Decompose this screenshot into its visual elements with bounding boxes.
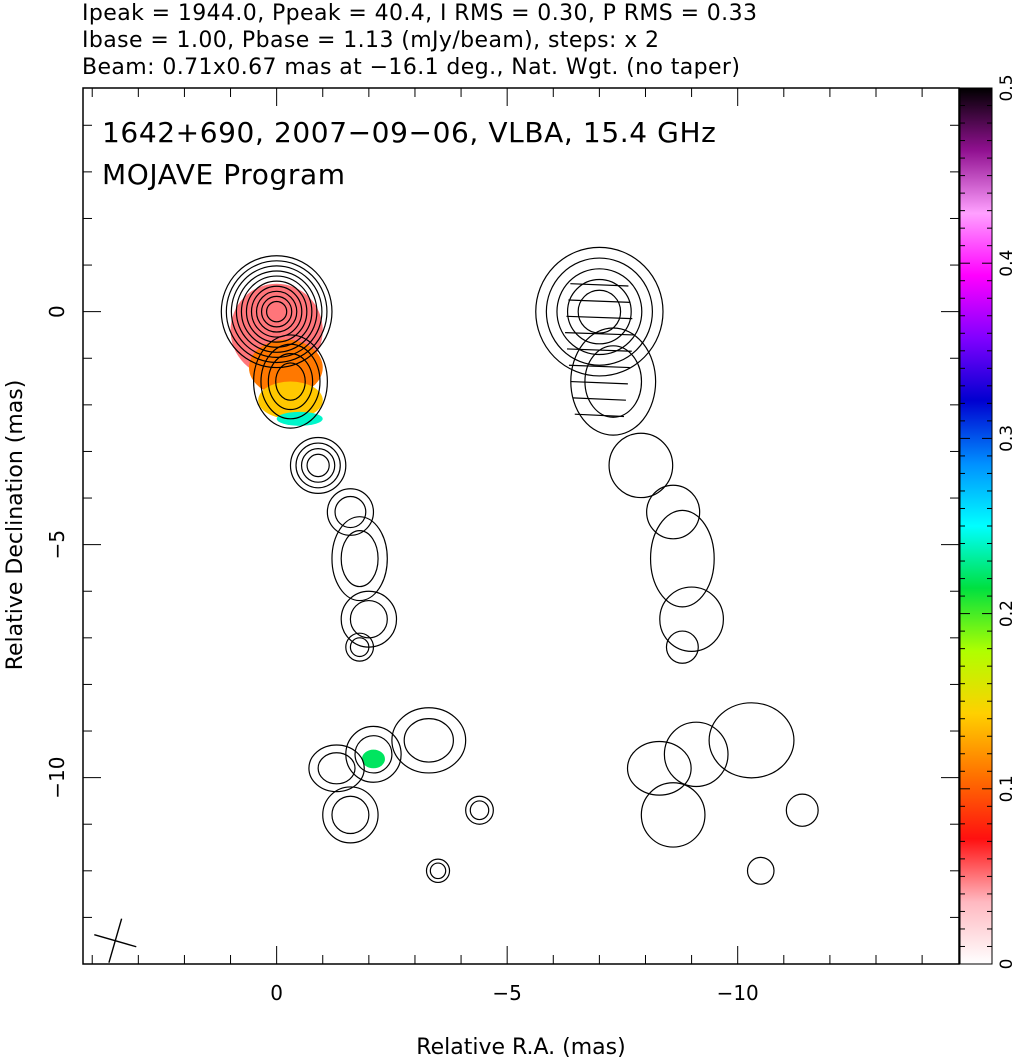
contour-I [425, 858, 451, 884]
contour-I [322, 786, 379, 844]
contour-P [646, 484, 701, 540]
contour-I [340, 590, 398, 648]
colorbar-tick-label: 0.1 [997, 775, 1017, 802]
contour-P [584, 345, 643, 418]
contour-P [785, 793, 819, 827]
contour-I [250, 285, 303, 338]
evpa-vector [570, 283, 629, 287]
header-line-1: Ipeak = 1944.0, Ppeak = 40.4, I RMS = 0.… [82, 1, 757, 26]
contour-I [267, 352, 314, 411]
contour-I [317, 752, 356, 785]
contour-I [349, 637, 370, 658]
contour-I [275, 362, 306, 401]
contour-I [235, 270, 318, 353]
contour-I [354, 735, 393, 774]
contour-P [570, 327, 657, 436]
contour-P [649, 509, 715, 608]
contour-P [665, 630, 699, 664]
contour-I [340, 530, 379, 588]
chart-subtitle: MOJAVE Program [102, 158, 346, 191]
header-line-2: Ibase = 1.00, Pbase = 1.13 (mJy/beam), s… [82, 28, 659, 53]
contour-P [626, 740, 692, 796]
contour-P [663, 721, 729, 788]
contour-I [245, 280, 308, 343]
contour-P [708, 702, 795, 779]
plot-frame [82, 87, 960, 965]
frac-pol-patch [361, 749, 385, 769]
contour-I [260, 295, 293, 328]
axis-ticks: 0 −5 −10 0 −5 −10 [45, 88, 959, 1005]
evpa-vector [568, 364, 630, 369]
x-tick-label: −10 [717, 981, 759, 1005]
contour-P [556, 268, 643, 356]
contour-I [334, 495, 367, 529]
contour-P [640, 782, 706, 848]
contour-I [469, 800, 490, 821]
colorbar-tick-label: 0.2 [997, 600, 1017, 627]
contour-I [331, 516, 388, 602]
contour-I [289, 436, 347, 494]
contour-P [545, 257, 654, 366]
contour-I [403, 717, 454, 763]
contour-I [240, 275, 313, 348]
contour-P [535, 246, 664, 377]
evpa-vector [570, 380, 628, 385]
contour-I [265, 300, 288, 323]
contour-I [331, 795, 370, 835]
header-line-3: Beam: 0.71x0.67 mas at −16.1 deg., Nat. … [82, 55, 740, 80]
y-tick-label: 0 [45, 305, 69, 318]
contour-I [326, 488, 375, 536]
contour-I [306, 453, 330, 478]
contour-P [566, 278, 632, 345]
contour-I [349, 599, 388, 639]
contour-I [308, 744, 365, 793]
map-layer [94, 246, 819, 963]
colorbar-tick-label: 0.4 [997, 250, 1017, 277]
colorbar-tick-label: 0 [997, 959, 1017, 970]
evpa-vector [568, 299, 631, 303]
contour-I [225, 260, 328, 364]
contour-I [255, 290, 298, 333]
chart-title: 1642+690, 2007−09−06, VLBA, 15.4 GHz [102, 116, 716, 149]
colorbar-tick-label: 0.3 [997, 425, 1017, 452]
evpa-vector [565, 332, 634, 336]
x-tick-label: −5 [492, 981, 521, 1005]
contour-I [220, 255, 333, 369]
frac-pol-patch [276, 411, 323, 426]
y-axis-label: Relative Declination (mas) [3, 380, 28, 671]
contour-I [230, 265, 323, 359]
contour-I [429, 862, 447, 880]
evpa-vector [566, 315, 633, 320]
y-tick-label: −10 [45, 757, 69, 799]
x-tick-label: 0 [270, 981, 283, 1005]
evpa-vector [566, 348, 632, 352]
contour-I [260, 343, 321, 420]
colorbar-tick-label: 0.5 [997, 74, 1017, 101]
contour-I [300, 448, 336, 483]
contour-P [746, 856, 775, 885]
contour-I [391, 707, 467, 774]
contour-P [659, 586, 725, 652]
contour-I [465, 795, 494, 825]
contour-I [345, 632, 375, 662]
contour-I [295, 442, 341, 489]
evpa-vector [574, 413, 625, 418]
contour-I [252, 334, 328, 429]
evpa-vector [572, 397, 626, 401]
colorbar-ticks: 0 0.1 0.2 0.3 0.4 0.5 [960, 74, 1017, 969]
beam-cross [94, 933, 137, 948]
y-tick-label: −5 [45, 530, 69, 559]
contour-P [577, 289, 622, 334]
contour-P [608, 432, 674, 499]
x-axis-label: Relative R.A. (mas) [416, 1035, 625, 1060]
